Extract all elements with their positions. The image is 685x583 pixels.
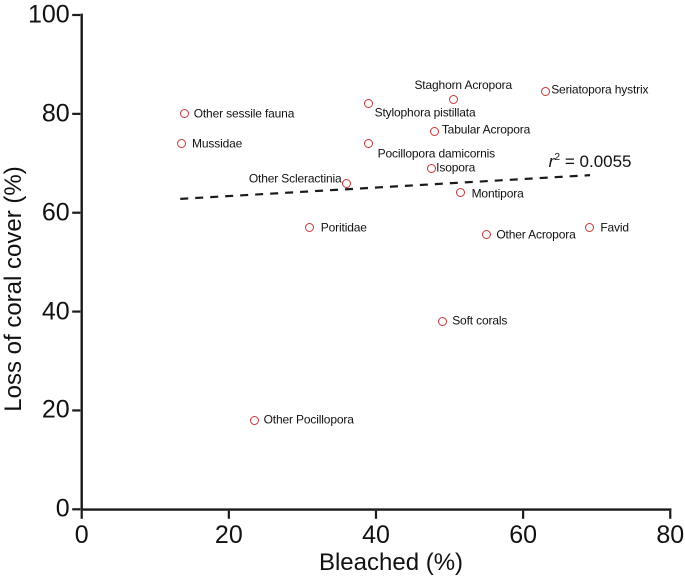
x-tick-label: 80 <box>656 521 685 549</box>
data-point-marker <box>426 163 436 173</box>
y-tick-label: 20 <box>41 395 70 424</box>
data-point-label: Favid <box>600 219 629 234</box>
r-squared-exponent: 2 <box>554 150 561 163</box>
data-point-label: Staghorn Acropora <box>414 77 512 92</box>
data-point-marker <box>250 415 260 425</box>
x-axis-title: Bleached (%) <box>318 549 464 576</box>
x-tick-label: 0 <box>74 521 89 549</box>
data-point-label: Other Acropora <box>496 227 576 242</box>
y-tick-label: 80 <box>41 99 70 128</box>
y-tick-label: 0 <box>55 494 70 523</box>
data-point-marker <box>584 223 594 233</box>
x-tick-label: 40 <box>362 521 390 549</box>
data-point-marker <box>342 178 352 188</box>
data-point-marker <box>448 94 458 104</box>
data-point-marker <box>364 99 374 109</box>
data-point-marker <box>430 126 440 136</box>
data-point-label: Soft corals <box>452 313 508 328</box>
data-point-marker <box>540 87 550 97</box>
data-point-marker <box>176 139 186 149</box>
r-squared-annotation: r2 = 0.0055 <box>549 152 632 170</box>
y-tick-label: 40 <box>41 297 70 326</box>
data-point-label: Pocillopora damicornis <box>377 145 496 160</box>
data-point-marker <box>364 139 374 149</box>
r-squared-value: = 0.0055 <box>560 151 632 171</box>
data-point-marker <box>456 188 466 198</box>
data-point-label: Montipora <box>471 186 524 201</box>
trend-line <box>180 174 591 200</box>
data-point-label: Seriatopora hystrix <box>551 82 649 97</box>
data-point-marker <box>180 109 190 119</box>
data-point-label: Isopora <box>436 160 476 175</box>
x-tick-label: 20 <box>214 521 243 549</box>
data-point-marker <box>437 316 447 326</box>
data-point-marker <box>481 230 491 240</box>
r-squared-variable: r <box>548 151 555 171</box>
data-point-label: Mussidae <box>192 135 243 150</box>
data-point-label: Stylophora pistillata <box>374 105 476 120</box>
x-tick-label: 60 <box>509 521 538 549</box>
data-point-label: Tabular Acropora <box>441 122 531 137</box>
data-point-marker <box>305 223 315 233</box>
y-tick-label: 60 <box>41 198 70 227</box>
data-point-label: Other Scleractinia <box>248 171 342 186</box>
data-point-label: Poritidae <box>320 219 367 234</box>
data-point-label: Other Pocillopora <box>263 412 354 427</box>
y-tick-label: 100 <box>27 0 70 29</box>
data-point-label: Other sessile fauna <box>193 106 295 121</box>
